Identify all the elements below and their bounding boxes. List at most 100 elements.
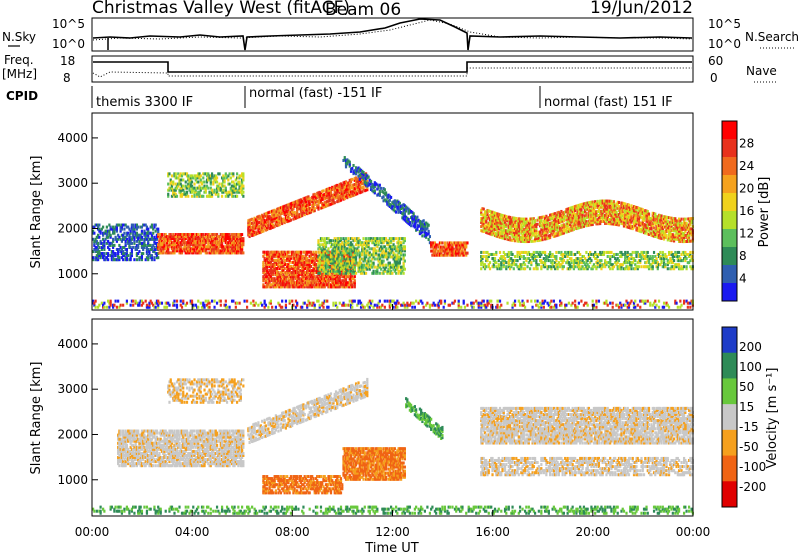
echo-cell	[251, 227, 254, 231]
echo-cell	[358, 185, 361, 189]
echo-cell	[230, 247, 234, 251]
echo-cell	[283, 277, 286, 281]
echo-cell	[197, 180, 200, 184]
echo-cell	[353, 171, 356, 175]
echo-cell	[276, 269, 279, 273]
echo-cell	[95, 241, 98, 245]
echo-cell	[343, 182, 346, 186]
echo-cell	[302, 258, 305, 262]
echo-cell	[343, 241, 346, 245]
echo-cell	[569, 212, 572, 216]
echo-cell	[587, 207, 591, 211]
echo-cell	[425, 233, 428, 237]
echo-cell	[339, 281, 343, 285]
echo-cell	[311, 275, 314, 279]
echo-cell	[256, 219, 259, 223]
echo-cell	[432, 251, 435, 255]
echo-cell	[222, 178, 225, 182]
echo-cell	[342, 275, 345, 279]
echo-cell	[398, 259, 401, 263]
echo-cell	[192, 186, 195, 190]
echo-cell	[103, 254, 106, 258]
echo-cell	[495, 224, 498, 228]
echo-cell	[402, 207, 405, 211]
echo-cell	[322, 205, 325, 209]
echo-cell	[412, 212, 415, 216]
echo-cell	[308, 196, 311, 200]
echo-cell	[331, 187, 334, 191]
echo-cell	[336, 269, 339, 273]
echo-cell	[292, 269, 295, 273]
echo-cell	[132, 233, 135, 237]
echo-cell	[352, 267, 355, 271]
echo-cell	[102, 233, 105, 237]
echo-cell	[183, 241, 186, 245]
echo-cell	[336, 187, 339, 191]
echo-cell	[272, 217, 275, 221]
echo-cell	[316, 206, 319, 210]
echo-cell	[213, 235, 216, 239]
echo-cell	[274, 212, 278, 216]
echo-cell	[348, 265, 351, 269]
echo-cell	[493, 215, 497, 219]
echo-cell	[501, 218, 504, 222]
echo-cell	[98, 223, 101, 227]
echo-cell	[327, 279, 330, 283]
echo-cell	[326, 187, 329, 191]
echo-cell	[283, 250, 286, 254]
echo-cell	[173, 172, 176, 176]
echo-cell	[395, 259, 398, 263]
echo-cell	[389, 195, 393, 199]
echo-cell	[497, 225, 500, 229]
echo-cell	[198, 239, 201, 243]
echo-cell	[490, 230, 493, 234]
echo-cell	[124, 258, 127, 262]
echo-cell	[278, 275, 281, 279]
echo-cell	[348, 251, 351, 255]
echo-cell	[571, 218, 574, 222]
echo-cell	[367, 253, 370, 257]
echo-cell	[311, 258, 314, 262]
echo-cell	[167, 174, 170, 178]
echo-cell	[222, 174, 225, 178]
echo-cell	[351, 186, 354, 190]
echo-cell	[296, 212, 299, 216]
echo-cell	[495, 234, 498, 238]
echo-cell	[496, 218, 499, 222]
echo-cell	[332, 267, 335, 271]
echo-cell	[407, 209, 410, 213]
echo-cell	[515, 233, 518, 237]
echo-cell	[177, 172, 180, 176]
echo-cell	[145, 250, 149, 254]
echo-cell	[331, 243, 334, 247]
echo-cell	[163, 241, 166, 245]
echo-cell	[597, 214, 601, 218]
echo-cell	[339, 198, 343, 202]
echo-cell	[482, 230, 485, 234]
echo-cell	[224, 188, 227, 192]
echo-cell	[552, 212, 555, 216]
echo-cell	[403, 218, 406, 222]
echo-cell	[321, 193, 324, 197]
echo-cell	[266, 217, 269, 221]
echo-cell	[278, 273, 281, 277]
echo-cell	[507, 238, 510, 242]
echo-cell	[500, 236, 503, 240]
echo-cell	[299, 202, 303, 206]
echo-cell	[440, 245, 443, 249]
echo-cell	[452, 241, 455, 245]
echo-cell	[327, 265, 330, 269]
echo-cell	[234, 186, 237, 190]
echo-cell	[336, 200, 339, 204]
echo-cell	[183, 243, 186, 247]
echo-cell	[143, 239, 146, 243]
echo-cell	[312, 281, 315, 285]
echo-cell	[142, 223, 145, 227]
echo-cell	[531, 221, 534, 225]
echo-cell	[343, 191, 346, 195]
echo-cell	[97, 250, 100, 254]
echo-cell	[333, 275, 336, 279]
echo-cell	[173, 239, 176, 243]
echo-cell	[159, 237, 162, 241]
